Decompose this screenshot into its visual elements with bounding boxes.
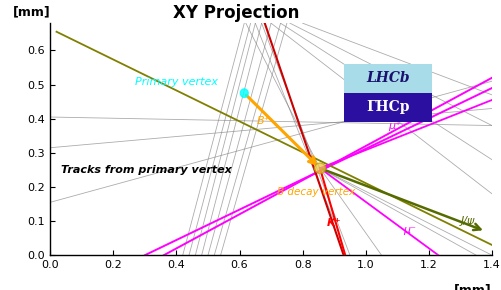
Text: μ⁻: μ⁻ xyxy=(403,225,416,235)
Text: Primary vertex: Primary vertex xyxy=(135,77,218,87)
Text: Tracks from primary vertex: Tracks from primary vertex xyxy=(61,165,231,175)
Text: ГНСр: ГНСр xyxy=(365,100,409,114)
Text: J/ψ: J/ψ xyxy=(459,217,474,226)
Ellipse shape xyxy=(314,163,325,173)
Text: K⁺: K⁺ xyxy=(326,218,340,228)
Title: XY Projection: XY Projection xyxy=(172,4,298,22)
Text: B decay vertex: B decay vertex xyxy=(277,188,355,197)
Text: [mm]: [mm] xyxy=(453,283,491,290)
Bar xyxy=(343,64,431,93)
Text: μ⁺: μ⁺ xyxy=(387,121,400,131)
Text: [mm]: [mm] xyxy=(13,6,50,19)
Text: B⁺: B⁺ xyxy=(257,116,270,126)
Bar xyxy=(343,93,431,122)
Text: LHCb: LHCb xyxy=(365,71,409,85)
Ellipse shape xyxy=(240,89,247,97)
